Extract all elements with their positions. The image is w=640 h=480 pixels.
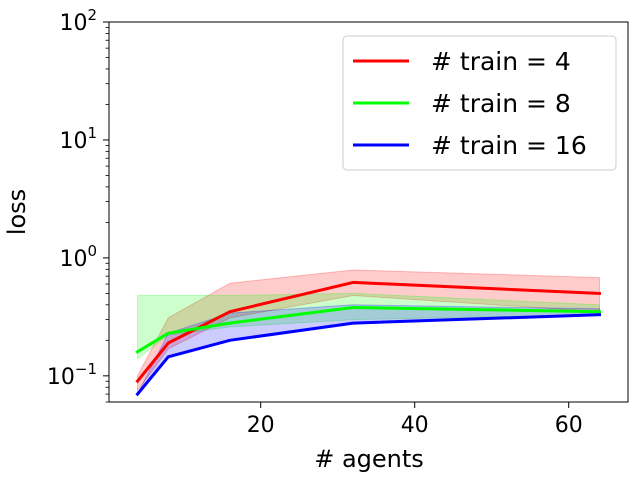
y-tick-label-−1: 10−1 [47,360,97,390]
legend-box [342,35,617,171]
plot-frame [108,21,629,403]
line-series-2 [135,306,602,354]
axes [108,21,629,403]
y-tick-label-2: 102 [59,6,97,36]
y-tick-label-0: 100 [59,242,97,272]
x-axis-label: # agents [314,445,424,473]
line-series-3 [135,313,602,397]
y-axis-label: loss [3,189,31,235]
ticks: 20 40 60 10−1 100 101 102 [47,6,583,438]
series-lines [135,280,602,397]
legend-label-2: # train = 8 [431,89,571,118]
x-tick-label-60: 60 [555,413,583,438]
legend-label-3: # train = 16 [431,131,587,160]
line-series-1 [135,280,602,384]
legend: # train = 4 # train = 8 # train = 16 [342,35,617,171]
y-tick-label-1: 101 [59,124,97,154]
x-tick-label-20: 20 [247,413,275,438]
legend-label-1: # train = 4 [431,47,571,76]
x-tick-label-40: 40 [401,413,429,438]
